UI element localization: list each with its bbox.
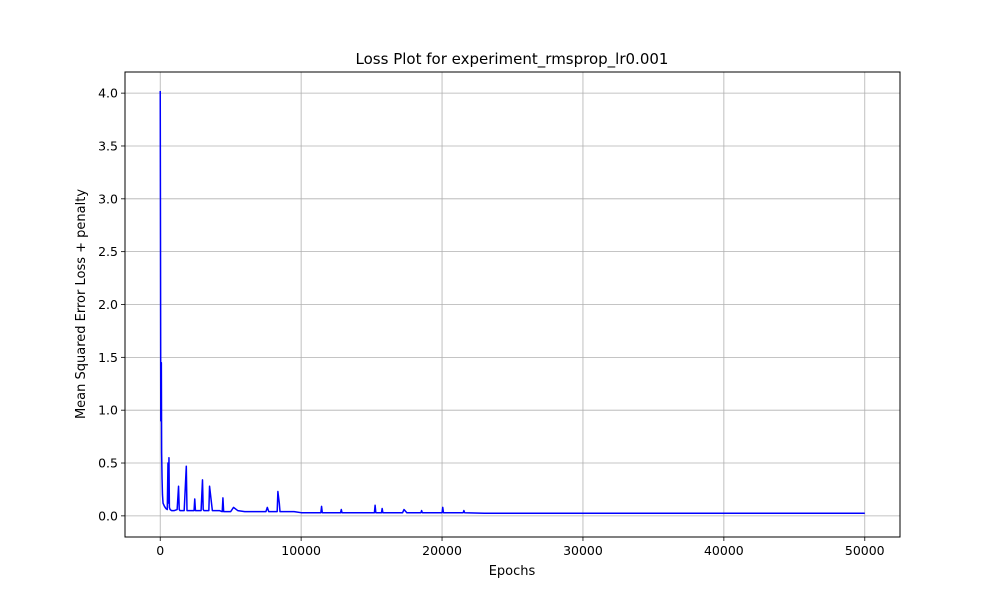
x-tick-label: 40000 xyxy=(704,543,744,558)
chart-title: Loss Plot for experiment_rmsprop_lr0.001 xyxy=(356,50,669,69)
y-tick-label: 0.5 xyxy=(98,456,118,471)
y-tick-label: 0.0 xyxy=(98,508,118,523)
x-axis-label: Epochs xyxy=(489,564,536,579)
y-axis-label: Mean Squared Error Loss + penalty xyxy=(74,189,89,419)
y-tick-label: 4.0 xyxy=(98,86,118,101)
x-axis-ticks: 0 10000 20000 30000 40000 50000 xyxy=(156,537,885,558)
series-group xyxy=(159,91,865,514)
y-tick-label: 2.0 xyxy=(98,297,118,312)
x-tick-label: 20000 xyxy=(422,543,462,558)
grid-lines xyxy=(125,72,900,537)
x-tick-label: 50000 xyxy=(845,543,885,558)
y-tick-label: 1.0 xyxy=(98,403,118,418)
y-tick-label: 2.5 xyxy=(98,244,118,259)
loss-series-line xyxy=(159,91,865,514)
x-tick-label: 10000 xyxy=(281,543,321,558)
y-tick-label: 3.5 xyxy=(98,138,118,153)
y-axis-ticks: 0.0 0.5 1.0 1.5 2.0 2.5 3.0 3.5 4.0 xyxy=(98,86,125,523)
x-tick-label: 30000 xyxy=(563,543,603,558)
y-tick-label: 1.5 xyxy=(98,350,118,365)
x-tick-label: 0 xyxy=(156,543,164,558)
y-tick-label: 3.0 xyxy=(98,191,118,206)
